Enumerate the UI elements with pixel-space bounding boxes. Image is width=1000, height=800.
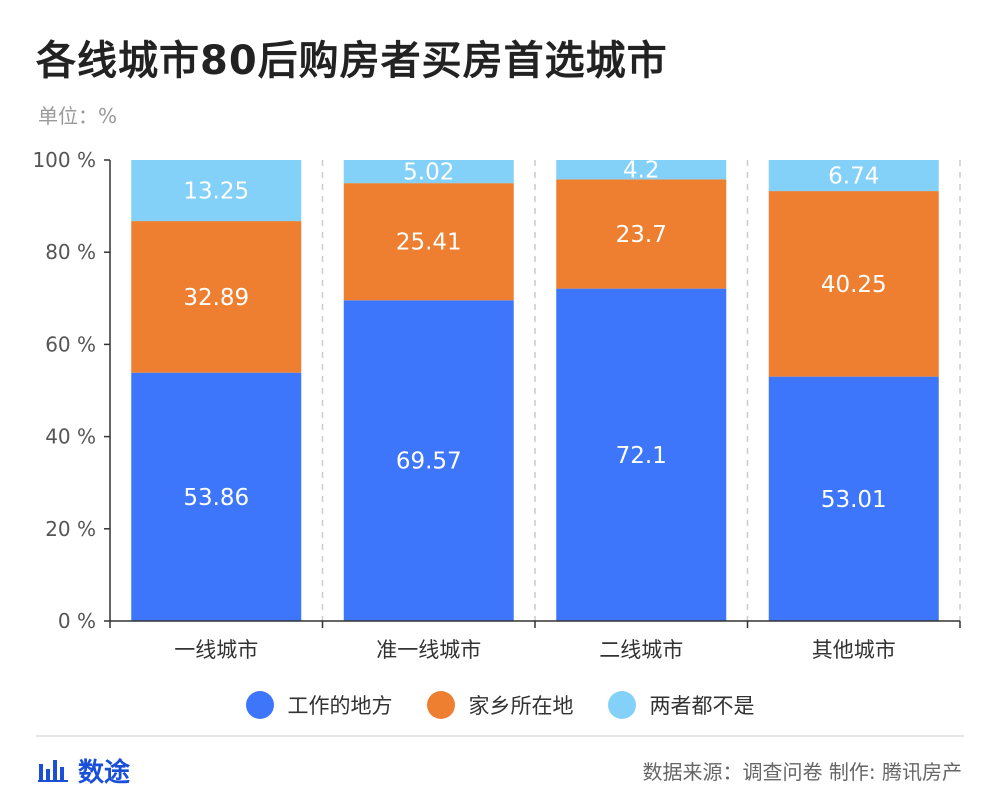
bar-segment <box>556 160 727 180</box>
data-label: 5.02 <box>403 160 454 186</box>
legend-label-work: 工作的地方 <box>287 694 393 718</box>
brand-name: 数途 <box>78 758 131 788</box>
legend: 工作的地方 家乡所在地 两者都不是 <box>0 690 1000 720</box>
bar-segment <box>343 300 514 621</box>
legend-item-neither[interactable]: 两者都不是 <box>607 690 755 720</box>
data-label: 53.01 <box>821 487 887 513</box>
bar-segment <box>768 376 939 621</box>
legend-label-neither: 两者都不是 <box>649 694 755 718</box>
data-label: 25.41 <box>396 230 462 256</box>
y-tick-label: 60 % <box>45 332 96 356</box>
chart-title: 各线城市80后购房者买房首选城市 <box>36 38 668 84</box>
legend-label-hometown: 家乡所在地 <box>468 694 574 718</box>
legend-item-work[interactable]: 工作的地方 <box>245 690 393 720</box>
data-label: 32.89 <box>183 285 249 311</box>
x-tick-label: 一线城市 <box>174 638 258 662</box>
legend-swatch-hometown <box>426 691 455 719</box>
data-label: 40.25 <box>821 272 887 298</box>
y-tick-label: 20 % <box>45 517 96 541</box>
data-label: 53.86 <box>183 485 249 511</box>
footer-divider <box>36 735 964 737</box>
y-tick-label: 80 % <box>45 240 96 264</box>
legend-swatch-neither <box>607 691 636 719</box>
bar-segment <box>343 160 514 184</box>
x-tick-label: 其他城市 <box>812 638 896 662</box>
bar-segment <box>131 221 302 373</box>
bar-segment <box>131 372 302 621</box>
data-label: 72.1 <box>616 443 667 469</box>
unit-label: 单位：% <box>38 104 118 128</box>
bar-segment <box>343 183 514 301</box>
data-label: 13.25 <box>183 179 249 205</box>
y-tick-label: 100 % <box>32 148 96 172</box>
bar-segment <box>556 288 727 621</box>
data-label: 6.74 <box>828 164 879 190</box>
x-tick-label: 准一线城市 <box>376 638 481 662</box>
data-label: 23.7 <box>616 222 667 248</box>
legend-item-hometown[interactable]: 家乡所在地 <box>426 690 574 720</box>
bar-segment <box>556 179 727 289</box>
bar-segment <box>131 160 302 222</box>
stacked-bar-chart: 0 % 20 % 40 % 60 % 80 % 100 % 53.86 32.89 13.25 一… <box>32 148 961 662</box>
y-tick-label: 40 % <box>45 425 96 449</box>
y-tick-label: 0 % <box>58 609 96 633</box>
bar-chart-icon <box>38 756 68 786</box>
bar-segment <box>768 191 939 377</box>
data-label: 69.57 <box>396 449 462 475</box>
bar-segment <box>768 160 939 192</box>
legend-swatch-work <box>245 691 274 719</box>
brand-logo: 数途 <box>38 752 130 789</box>
x-tick-label: 二线城市 <box>599 638 683 662</box>
data-label: 4.2 <box>623 158 660 184</box>
source-note: 数据来源：调查问卷 制作: 腾讯房产 <box>642 760 962 784</box>
